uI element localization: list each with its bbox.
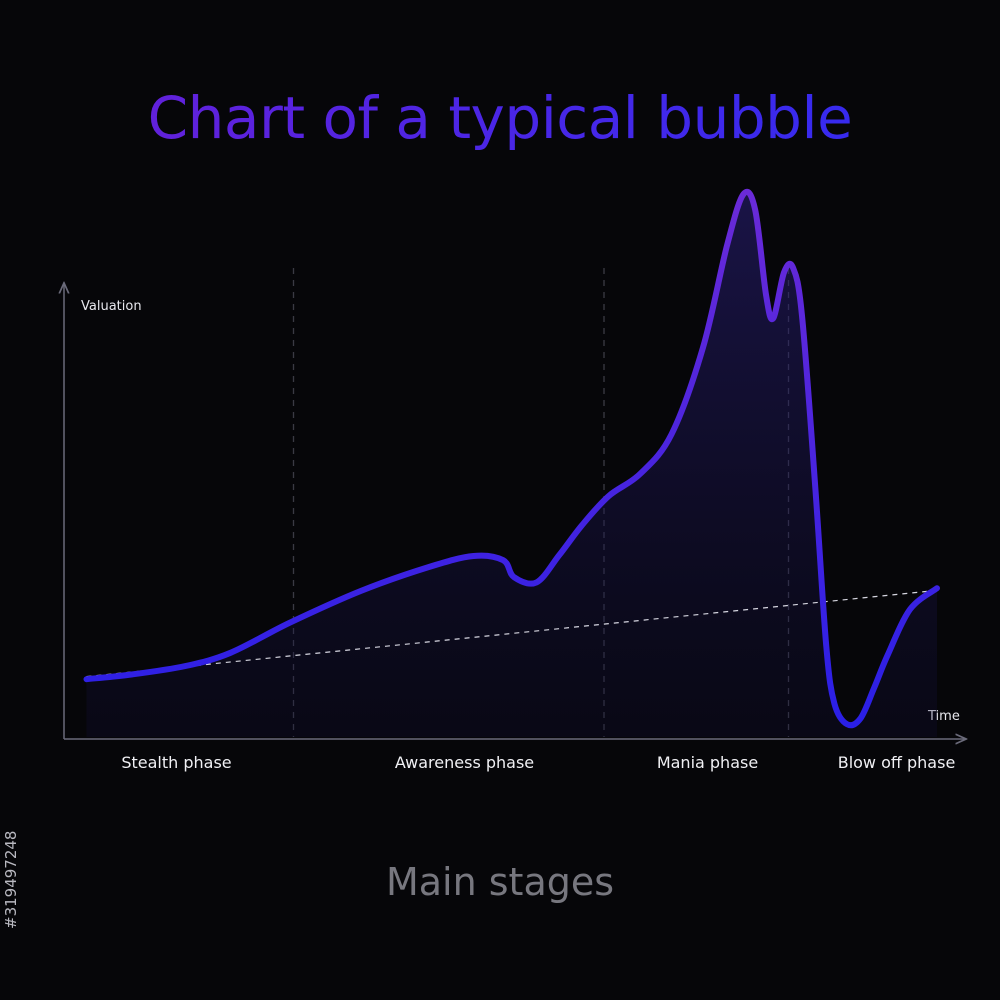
y-axis-label: Valuation (81, 299, 142, 314)
phase-label: Awareness phase (395, 753, 534, 772)
phase-label: Stealth phase (121, 753, 231, 772)
price-line (83, 188, 940, 729)
trend-line (86, 589, 938, 678)
chart-subtitle: Main stages (385, 860, 615, 904)
phase-label: Mania phase (657, 753, 758, 772)
price-area-fill (86, 191, 937, 737)
phase-label: Blow off phase (838, 753, 956, 772)
stock-image-id: #319497248 (2, 830, 20, 930)
chart-title: Chart of a typical bubble (0, 78, 1000, 158)
phase-labels: Stealth phase Awareness phase Mania phase B… (121, 753, 955, 772)
